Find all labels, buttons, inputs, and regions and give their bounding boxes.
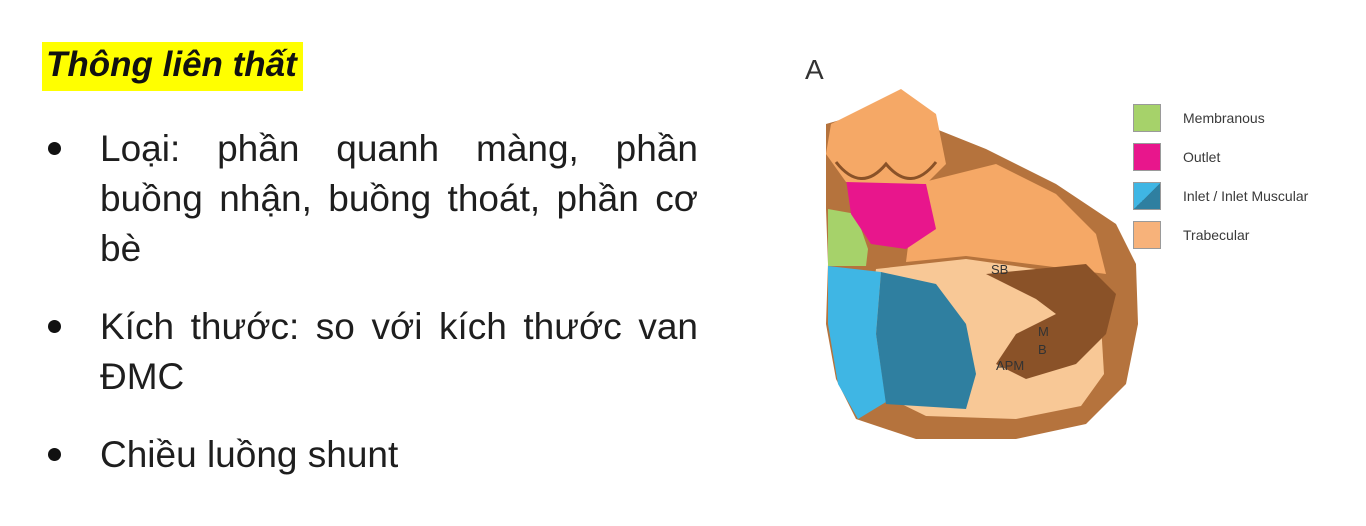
moderator-band xyxy=(986,264,1116,379)
valve-cusps xyxy=(826,89,946,184)
inlet-muscular-region xyxy=(876,272,976,409)
bullet-text: Chiều luồng shunt xyxy=(100,434,399,475)
figure-panel-letter: A xyxy=(805,54,824,85)
legend-item-outlet: Outlet xyxy=(1133,141,1308,173)
swatch-trabecular xyxy=(1133,221,1161,249)
label-apm: APM xyxy=(996,358,1024,373)
bullet-dot-icon xyxy=(48,142,61,155)
heart-septum-diagram: SB M B APM xyxy=(786,34,1346,474)
slide-title: Thông liên thất xyxy=(42,42,303,91)
bullet-item: Kích thước: so với kích thước van ĐMC xyxy=(48,302,698,402)
bullet-text: Loại: phần quanh màng, phần buồng nhận, … xyxy=(100,128,698,269)
bullet-dot-icon xyxy=(48,448,61,461)
legend-label: Trabecular xyxy=(1183,227,1250,243)
bullet-item: Loại: phần quanh màng, phần buồng nhận, … xyxy=(48,124,698,274)
swatch-membranous xyxy=(1133,104,1161,132)
trabecular-upper xyxy=(906,164,1106,274)
label-mb-b: B xyxy=(1038,342,1047,357)
label-sb: SB xyxy=(991,262,1008,277)
outlet-region xyxy=(846,179,936,249)
bullet-text: Kích thước: so với kích thước van ĐMC xyxy=(100,306,698,397)
swatch-outlet xyxy=(1133,143,1161,171)
inlet-region xyxy=(828,266,886,419)
legend-item-membranous: Membranous xyxy=(1133,102,1308,134)
legend-label: Outlet xyxy=(1183,149,1221,165)
legend-label: Membranous xyxy=(1183,110,1265,126)
label-mb-m: M xyxy=(1038,324,1049,339)
legend-item-trabecular: Trabecular xyxy=(1133,219,1308,251)
legend: Membranous Outlet Inlet / Inlet Muscular… xyxy=(1133,102,1308,258)
legend-item-inlet: Inlet / Inlet Muscular xyxy=(1133,180,1308,212)
swatch-inlet xyxy=(1133,182,1161,210)
bullet-list: Loại: phần quanh màng, phần buồng nhận, … xyxy=(48,124,698,508)
heart-illustration: SB M B APM xyxy=(826,89,1138,439)
legend-label: Inlet / Inlet Muscular xyxy=(1183,188,1309,204)
bullet-dot-icon xyxy=(48,320,61,333)
bullet-item: Chiều luồng shunt xyxy=(48,430,698,480)
